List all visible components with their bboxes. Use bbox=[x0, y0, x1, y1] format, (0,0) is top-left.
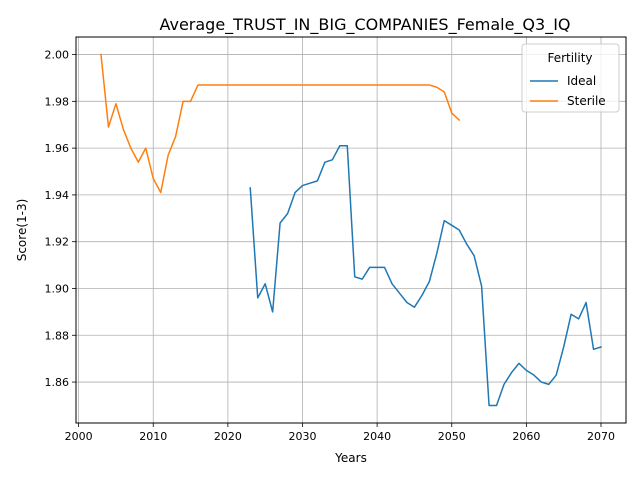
y-tick-label: 1.94 bbox=[45, 189, 70, 202]
y-tick-label: 1.90 bbox=[45, 282, 70, 295]
x-tick-label: 2000 bbox=[65, 430, 93, 443]
legend-box bbox=[521, 43, 620, 113]
y-tick-label: 1.98 bbox=[45, 95, 70, 108]
x-tick-label: 2040 bbox=[363, 430, 391, 443]
x-tick-label: 2070 bbox=[587, 430, 615, 443]
legend-label-sterile: Sterile bbox=[567, 94, 606, 108]
x-tick-label: 2010 bbox=[139, 430, 167, 443]
legend-label-ideal: Ideal bbox=[567, 74, 596, 88]
y-tick-label: 1.92 bbox=[45, 236, 70, 249]
x-tick-label: 2030 bbox=[288, 430, 316, 443]
plot-frame bbox=[75, 36, 627, 424]
x-tick-label: 2020 bbox=[214, 430, 242, 443]
y-tick-label: 1.96 bbox=[45, 142, 70, 155]
legend: Fertility Ideal Sterile bbox=[521, 43, 620, 113]
x-tick-label: 2060 bbox=[512, 430, 540, 443]
x-axis: 2000 2010 2020 2030 2040 2050 2060 2070 bbox=[65, 423, 615, 443]
series-layer bbox=[100, 53, 602, 407]
series-line-ideal bbox=[249, 145, 602, 407]
y-axis: 1.86 1.88 1.90 1.92 1.94 1.96 1.98 2.00 bbox=[45, 49, 76, 389]
y-axis-label: Score(1-3) bbox=[15, 199, 29, 262]
y-tick-label: 1.88 bbox=[45, 329, 70, 342]
series-line-sterile bbox=[100, 53, 461, 194]
chart-title: Average_TRUST_IN_BIG_COMPANIES_Female_Q3… bbox=[159, 15, 570, 35]
x-tick-label: 2050 bbox=[438, 430, 466, 443]
y-tick-label: 1.86 bbox=[45, 376, 70, 389]
y-tick-label: 2.00 bbox=[45, 49, 70, 62]
x-axis-label: Years bbox=[334, 451, 367, 465]
legend-title: Fertility bbox=[547, 51, 592, 65]
